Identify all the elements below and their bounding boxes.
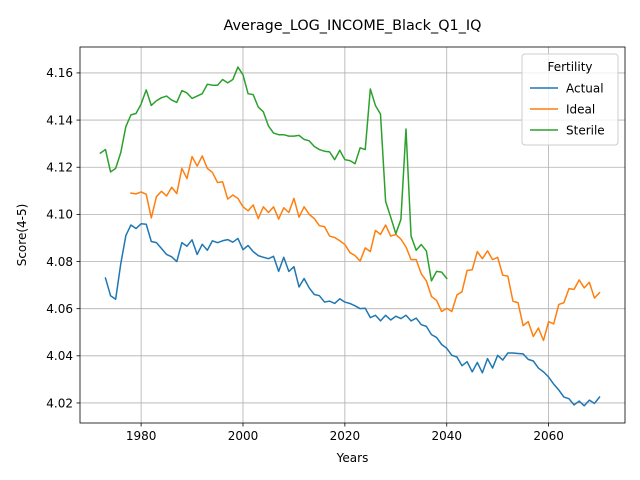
series-line-actual (104, 223, 601, 407)
y-tick-label: 4.12 (46, 161, 73, 175)
x-tick-label: 2020 (330, 429, 361, 443)
y-tick-label: 4.08 (46, 255, 73, 269)
y-tick-label: 4.04 (46, 349, 73, 363)
y-tick-label: 4.14 (46, 113, 73, 127)
x-axis: 1980 2000 2020 2040 2060 (126, 423, 564, 443)
legend-label-actual: Actual (566, 81, 604, 95)
plot-frame (79, 46, 626, 424)
series-line-ideal (130, 155, 601, 342)
x-tick-label: 2040 (431, 429, 462, 443)
y-tick-label: 4.06 (46, 302, 73, 316)
y-axis-title: Score(4-5) (15, 204, 29, 267)
x-axis-title: Years (336, 451, 369, 465)
chart-title: Average_LOG_INCOME_Black_Q1_IQ (224, 18, 482, 34)
legend-label-sterile: Sterile (566, 123, 605, 137)
x-tick-label: 2000 (228, 429, 259, 443)
y-tick-label: 4.02 (46, 396, 73, 410)
x-tick-label: 1980 (126, 429, 157, 443)
series-line-sterile (99, 66, 448, 282)
y-tick-label: 4.10 (46, 208, 73, 222)
legend-box (521, 53, 619, 146)
series-lines (99, 66, 601, 407)
legend: Fertility Actual Ideal Sterile (521, 53, 619, 146)
grid (80, 47, 625, 423)
y-axis: 4.02 4.04 4.06 4.08 4.10 4.12 4.14 4.16 (46, 66, 80, 410)
x-tick-label: 2060 (533, 429, 564, 443)
legend-title: Fertility (547, 60, 592, 74)
legend-label-ideal: Ideal (566, 102, 595, 116)
y-tick-label: 4.16 (46, 66, 73, 80)
